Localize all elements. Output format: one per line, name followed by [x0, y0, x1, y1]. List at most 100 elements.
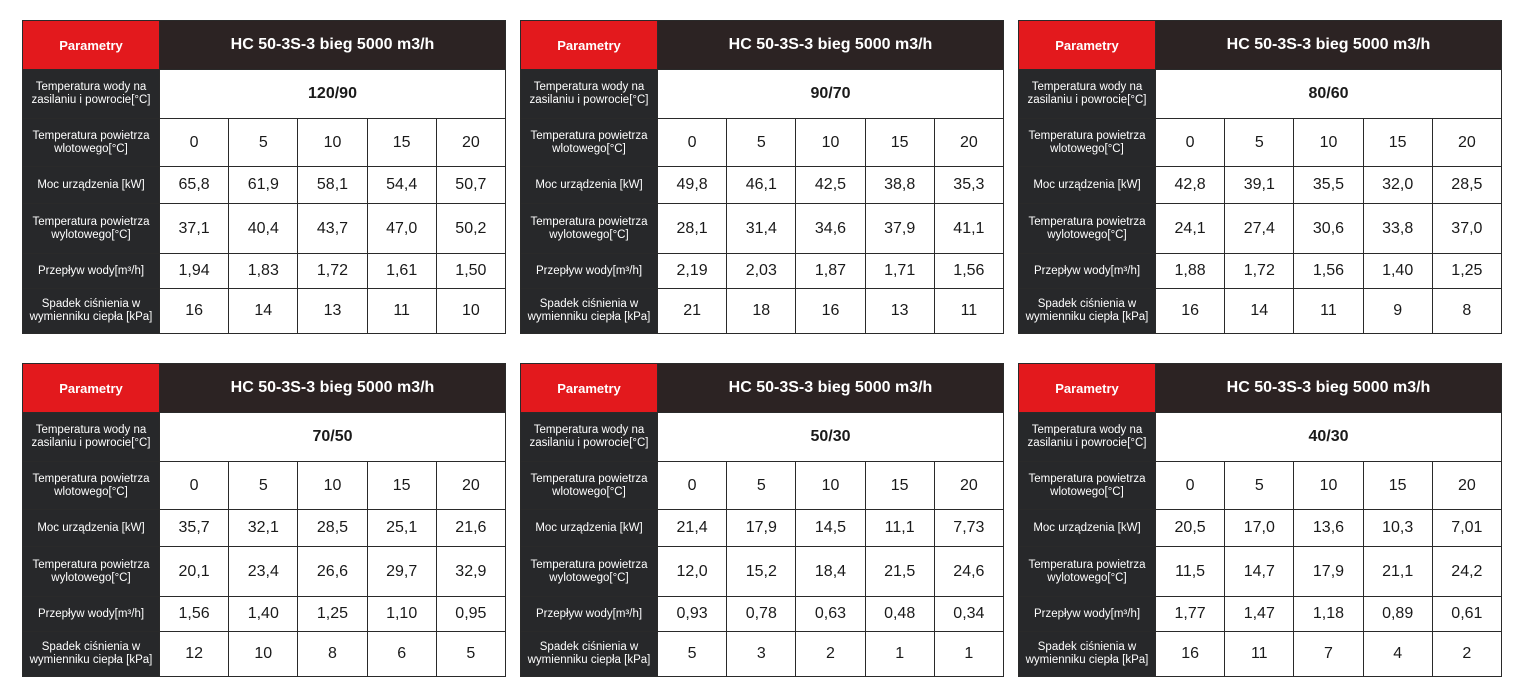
air-in-cell: 10: [795, 118, 866, 167]
table-header-row: Parametry HC 50-3S-3 bieg 5000 m3/h: [1018, 363, 1502, 413]
pressure-drop-cell: 11: [1293, 288, 1364, 334]
row-label-power: Moc urządzenia [kW]: [22, 509, 160, 547]
air-out-cell: 21,1: [1362, 546, 1433, 597]
power-cell: 46,1: [726, 166, 797, 204]
air-out-cell: 12,0: [656, 546, 728, 597]
row-label-air-out: Temperatura powietrza wylotowego[°C]: [520, 546, 658, 597]
flow-cell: 1,47: [1224, 596, 1295, 632]
air-out-cell: 18,4: [795, 546, 866, 597]
pressure-drop-cell: 13: [297, 288, 368, 334]
spec-table: Parametry HC 50-3S-3 bieg 5000 m3/h Temper…: [1018, 363, 1503, 677]
air-in-cell: 0: [158, 461, 230, 510]
flow-cell: 1,50: [435, 253, 507, 289]
flow-cell: 1,88: [1154, 253, 1226, 289]
power-cell: 42,8: [1154, 166, 1226, 204]
air-out-cell: 24,6: [933, 546, 1005, 597]
power-cell: 25,1: [366, 509, 437, 547]
air-in-cell: 5: [228, 118, 299, 167]
water-temp-row: Temperatura wody na zasilaniu i powrocie…: [520, 412, 1004, 462]
row-label-air-in: Temperatura powietrza wlotowego[°C]: [1018, 461, 1156, 510]
parametry-header: Parametry: [520, 20, 658, 70]
flow-cell: 2,03: [726, 253, 797, 289]
row-label-air-out: Temperatura powietrza wylotowego[°C]: [22, 546, 160, 597]
pressure-drop-cell: 1: [864, 631, 935, 677]
pressure-drop-cell: 13: [864, 288, 935, 334]
row-label-flow: Przepływ wody[m³/h]: [22, 596, 160, 632]
air-in-cell: 15: [864, 461, 935, 510]
row-label-flow: Przepływ wody[m³/h]: [520, 596, 658, 632]
air-out-cell: 40,4: [228, 203, 299, 254]
air-in-cell: 5: [228, 461, 299, 510]
flow-cell: 1,61: [366, 253, 437, 289]
power-cell: 42,5: [795, 166, 866, 204]
air-in-cell: 5: [726, 118, 797, 167]
pressure-drop-cell: 10: [228, 631, 299, 677]
power-cell: 49,8: [656, 166, 728, 204]
power-cell: 28,5: [1431, 166, 1503, 204]
pressure-drop-cell: 16: [1154, 288, 1226, 334]
air-in-cell: 15: [366, 118, 437, 167]
flow-cell: 1,18: [1293, 596, 1364, 632]
water-temp-value: 40/30: [1155, 412, 1502, 462]
flow-cell: 1,40: [228, 596, 299, 632]
flow-cell: 0,95: [435, 596, 507, 632]
row-label-flow: Przepływ wody[m³/h]: [1018, 253, 1156, 289]
flow-row: Przepływ wody[m³/h] 1,94 1,83 1,72 1,61 1,50: [22, 253, 507, 289]
flow-cell: 0,34: [933, 596, 1005, 632]
row-label-power: Moc urządzenia [kW]: [22, 166, 160, 204]
air-out-cell: 43,7: [297, 203, 368, 254]
row-label-air-in: Temperatura powietrza wlotowego[°C]: [1018, 118, 1156, 167]
table-header-row: Parametry HC 50-3S-3 bieg 5000 m3/h: [520, 20, 1004, 70]
spec-table: Parametry HC 50-3S-3 bieg 5000 m3/h Temper…: [22, 20, 507, 334]
flow-cell: 0,48: [864, 596, 935, 632]
air-out-row: Temperatura powietrza wylotowego[°C] 24,1…: [1018, 203, 1503, 254]
air-out-cell: 28,1: [656, 203, 728, 254]
flow-cell: 1,56: [933, 253, 1005, 289]
power-cell: 11,1: [864, 509, 935, 547]
air-out-row: Temperatura powietrza wylotowego[°C] 28,1…: [520, 203, 1005, 254]
flow-cell: 1,56: [1293, 253, 1364, 289]
air-out-row: Temperatura powietrza wylotowego[°C] 20,1…: [22, 546, 507, 597]
pressure-drop-cell: 2: [1431, 631, 1503, 677]
power-cell: 20,5: [1154, 509, 1226, 547]
power-cell: 35,5: [1293, 166, 1364, 204]
flow-cell: 1,72: [1224, 253, 1295, 289]
row-label-air-in: Temperatura powietrza wlotowego[°C]: [520, 461, 658, 510]
pressure-drop-cell: 7: [1293, 631, 1364, 677]
power-cell: 61,9: [228, 166, 299, 204]
air-in-cell: 0: [656, 118, 728, 167]
pressure-drop-cell: 21: [656, 288, 728, 334]
flow-cell: 1,71: [864, 253, 935, 289]
air-out-cell: 24,1: [1154, 203, 1226, 254]
power-cell: 21,6: [435, 509, 507, 547]
table-header-row: Parametry HC 50-3S-3 bieg 5000 m3/h: [520, 363, 1004, 413]
power-cell: 14,5: [795, 509, 866, 547]
air-out-cell: 37,0: [1431, 203, 1503, 254]
pressure-drop-cell: 16: [158, 288, 230, 334]
pressure-drop-row: Spadek ciśnienia w wymienniku ciepła [kP…: [22, 631, 507, 677]
row-label-pressure-drop: Spadek ciśnienia w wymienniku ciepła [kP…: [22, 631, 160, 677]
power-cell: 10,3: [1362, 509, 1433, 547]
row-label-flow: Przepływ wody[m³/h]: [520, 253, 658, 289]
pressure-drop-cell: 9: [1362, 288, 1433, 334]
flow-cell: 0,61: [1431, 596, 1503, 632]
air-out-row: Temperatura powietrza wylotowego[°C] 11,5…: [1018, 546, 1503, 597]
air-out-cell: 31,4: [726, 203, 797, 254]
power-row: Moc urządzenia [kW] 20,5 17,0 13,6 10,3 7,01: [1018, 509, 1503, 547]
row-label-air-out: Temperatura powietrza wylotowego[°C]: [1018, 203, 1156, 254]
air-in-cell: 0: [1154, 118, 1226, 167]
power-cell: 35,7: [158, 509, 230, 547]
row-label-water-temp: Temperatura wody na zasilaniu i powrocie…: [520, 412, 658, 462]
pressure-drop-row: Spadek ciśnienia w wymienniku ciepła [kP…: [520, 631, 1005, 677]
table-header-row: Parametry HC 50-3S-3 bieg 5000 m3/h: [1018, 20, 1502, 70]
air-in-cell: 0: [158, 118, 230, 167]
air-in-cell: 15: [366, 461, 437, 510]
air-in-cell: 10: [297, 118, 368, 167]
air-in-cell: 15: [1362, 118, 1433, 167]
air-in-row: Temperatura powietrza wlotowego[°C] 0 5 10 1…: [1018, 461, 1503, 510]
pressure-drop-row: Spadek ciśnienia w wymienniku ciepła [kP…: [1018, 631, 1503, 677]
water-temp-value: 50/30: [657, 412, 1004, 462]
row-label-flow: Przepływ wody[m³/h]: [1018, 596, 1156, 632]
air-in-cell: 5: [1224, 118, 1295, 167]
power-cell: 7,01: [1431, 509, 1503, 547]
